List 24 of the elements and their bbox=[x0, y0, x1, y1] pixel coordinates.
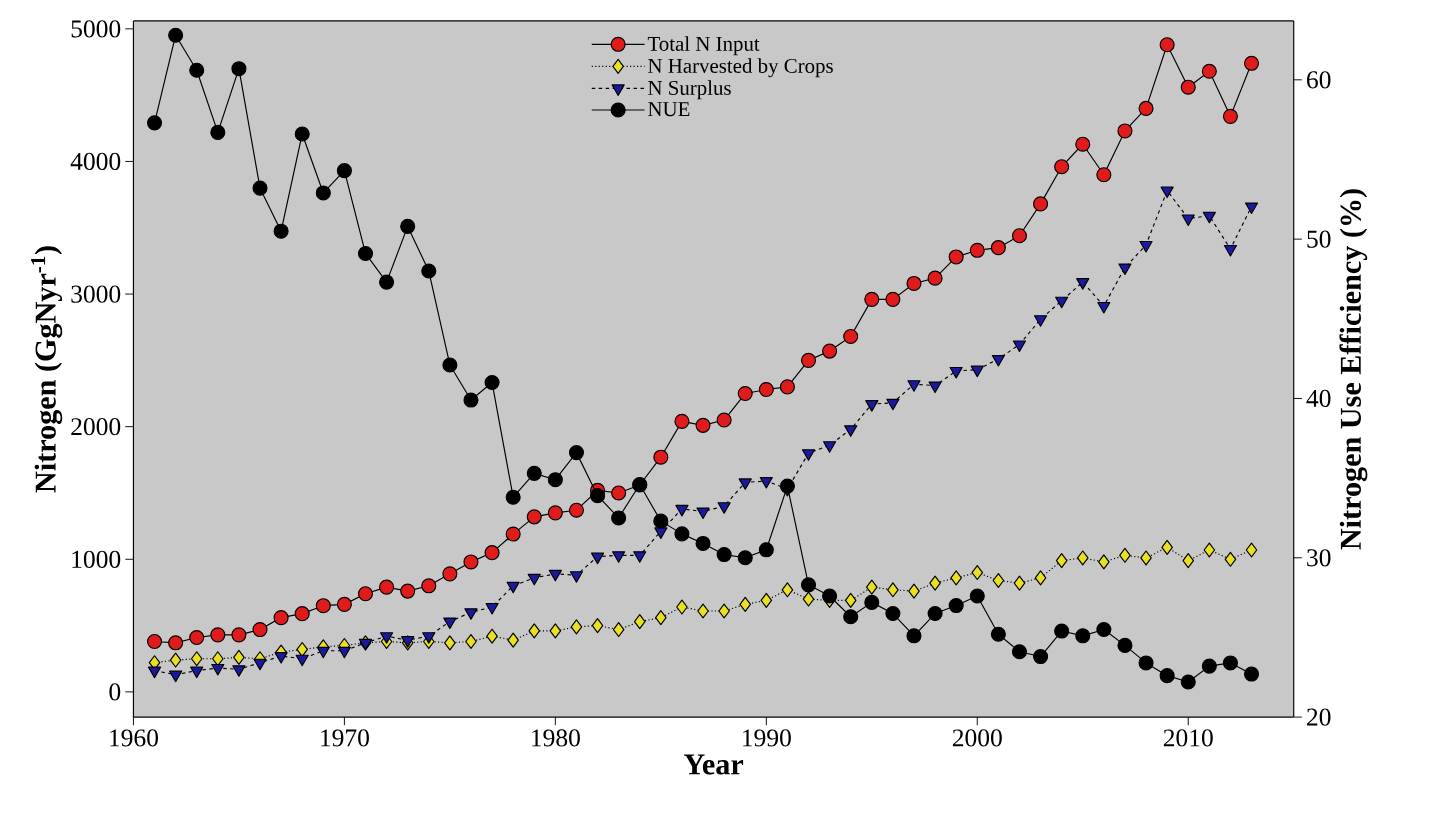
legend-label: NUE bbox=[648, 102, 690, 117]
y-tick-label: 3000 bbox=[71, 285, 121, 303]
y2-axis-title: Nitrogen Use Efficiency (%) bbox=[1339, 189, 1368, 550]
y-tick-label: 0 bbox=[109, 683, 121, 701]
y2-tick-label: 30 bbox=[1307, 549, 1331, 567]
y-tick-label: 4000 bbox=[70, 152, 121, 170]
y2-tick-label: 20 bbox=[1307, 708, 1331, 726]
x-axis-title: Year bbox=[683, 754, 744, 775]
x-tick-label: 1970 bbox=[321, 729, 369, 747]
x-tick-label: 2000 bbox=[952, 729, 1002, 747]
x-tick-label: 2010 bbox=[1163, 729, 1213, 747]
y2-tick-label: 50 bbox=[1307, 230, 1331, 248]
y-tick-label: 1000 bbox=[72, 550, 121, 568]
y-tick-label: 5000 bbox=[71, 20, 121, 38]
y2-tick-label: 60 bbox=[1307, 71, 1331, 89]
x-tick-label: 1990 bbox=[743, 729, 791, 747]
legend-label: N Surplus bbox=[648, 80, 731, 100]
x-tick-label: 1980 bbox=[532, 729, 580, 747]
legend-label: N Harvested by Crops bbox=[648, 58, 833, 78]
legend-label: Total N Input bbox=[647, 36, 760, 55]
y2-tick-label: 40 bbox=[1306, 389, 1331, 407]
y-tick-label: 2000 bbox=[71, 417, 121, 436]
x-tick-label: 1960 bbox=[110, 729, 158, 747]
y-axis-title: Nitrogen (GgNyr$^{-1}$) bbox=[31, 246, 63, 493]
